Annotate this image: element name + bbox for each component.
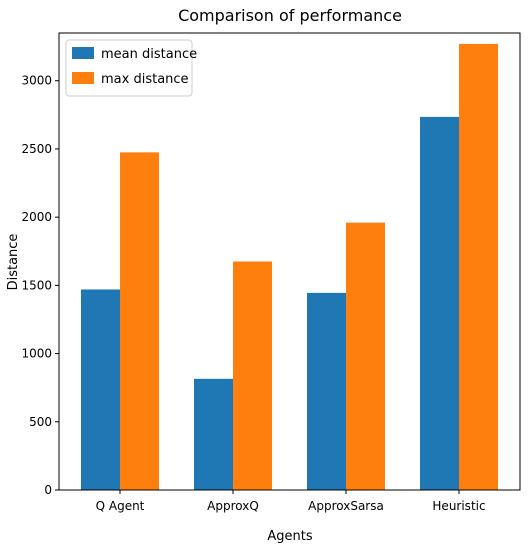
legend-label-mean: mean distance [101,47,197,62]
y-ticks-group: 0 500 1000 1500 2000 2500 3000 [21,74,59,497]
y-axis-label: Distance [6,234,21,291]
x-tick-label: ApproxSarsa [308,499,384,513]
x-axis-label: Agents [267,529,312,544]
y-tick-label: 0 [44,483,52,497]
y-tick-label: 500 [29,415,52,429]
bar-max-heuristic [459,43,498,491]
chart-title: Comparison of performance [178,6,402,25]
bar-max-approxsarsa [346,222,385,490]
legend-swatch-max [72,72,94,84]
x-tick-label: Q Agent [96,499,145,513]
y-tick-label: 3000 [21,74,52,88]
bar-mean-heuristic [420,116,459,490]
bar-mean-q-agent [81,289,120,490]
y-tick-label: 2500 [21,142,52,156]
x-tick-label: ApproxQ [207,499,259,513]
x-ticks-group: Q Agent ApproxQ ApproxSarsa Heuristic [96,490,486,513]
y-tick-label: 2000 [21,210,52,224]
bars-group [81,43,498,491]
x-tick-label: Heuristic [432,499,485,513]
legend-swatch-mean [72,47,94,59]
legend-label-max: max distance [101,72,189,87]
bar-mean-approxsarsa [307,292,346,490]
y-tick-label: 1000 [21,347,52,361]
bar-max-approxq [233,261,272,490]
plot-frame [58,32,521,491]
y-tick-label: 1500 [21,278,52,292]
bar-mean-approxq [194,378,233,490]
legend: mean distance max distance [65,39,197,97]
bar-max-q-agent [120,152,159,491]
legend-box [65,39,193,97]
